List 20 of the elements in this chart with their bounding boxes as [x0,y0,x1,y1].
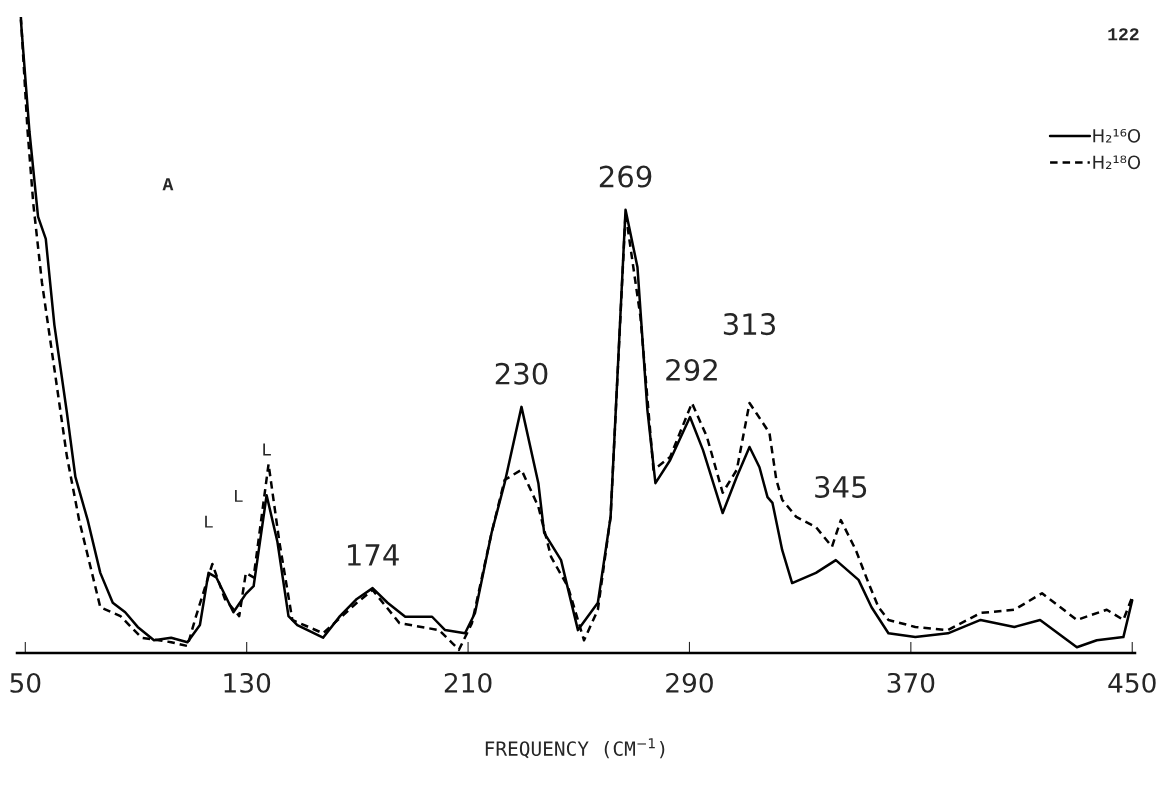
annotation: 269 [599,165,652,188]
x-tick-label: 50 [10,672,41,693]
annotation: L [263,443,271,456]
annotation: 313 [723,313,776,336]
annotation: 174 [347,544,399,566]
annotation: L [235,489,243,502]
x-tick-label: 210 [444,672,492,693]
legend-label: H₂¹⁸O [1093,155,1141,170]
annotation: 292 [666,358,717,381]
annotation: 230 [495,362,548,385]
legend-label: H₂¹⁶O [1093,128,1141,143]
x-tick-label: 290 [666,672,713,693]
x-tick-label: 450 [1108,672,1156,693]
annotation: 345 [815,475,867,498]
x-tick-label: 370 [887,672,935,693]
annotation: A [162,178,174,191]
x-tick-label: 130 [224,672,271,693]
annotation: L [205,515,213,528]
annotation: 122 [1108,28,1139,41]
x-axis-title: FREQUENCY (CM$^{−1}$) [485,738,665,759]
